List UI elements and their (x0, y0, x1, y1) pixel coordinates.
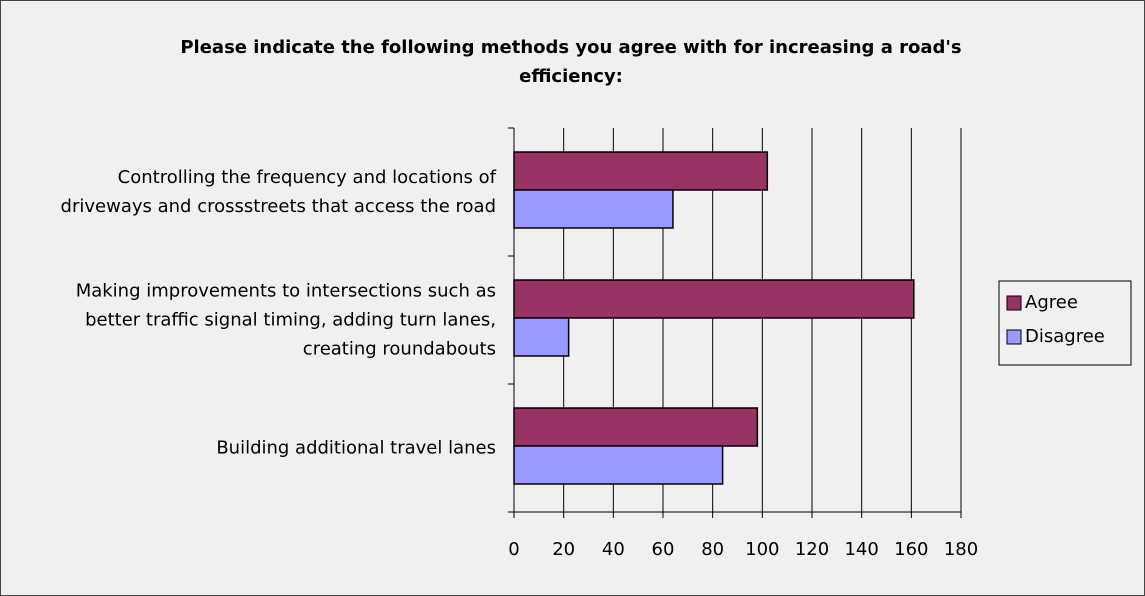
x-tick-label: 100 (745, 539, 779, 560)
y-tick-label: Controlling the frequency and locations … (60, 167, 496, 217)
legend-label: Agree (1025, 292, 1078, 313)
x-tick-label: 120 (795, 539, 829, 560)
chart-title: Please indicate the following methods yo… (180, 37, 962, 87)
bar (513, 189, 674, 229)
x-tick-label: 80 (701, 539, 724, 560)
legend-swatch (1006, 295, 1022, 311)
bar (513, 407, 759, 447)
bar (513, 317, 570, 357)
bar (513, 279, 915, 319)
legend-label: Disagree (1025, 326, 1105, 347)
y-tick-label: Making improvements to intersections suc… (75, 280, 496, 360)
x-tick-label: 20 (552, 539, 575, 560)
x-tick-label: 180 (944, 539, 978, 560)
x-tick-label: 0 (508, 539, 519, 560)
bar (513, 151, 769, 191)
bar (513, 445, 724, 485)
x-tick-label: 160 (894, 539, 928, 560)
legend-swatch (1006, 329, 1022, 345)
x-tick-label: 40 (602, 539, 625, 560)
legend-box (998, 280, 1132, 366)
x-tick-label: 60 (652, 539, 675, 560)
y-tick-label: Building additional travel lanes (216, 437, 496, 459)
x-tick-label: 140 (844, 539, 878, 560)
